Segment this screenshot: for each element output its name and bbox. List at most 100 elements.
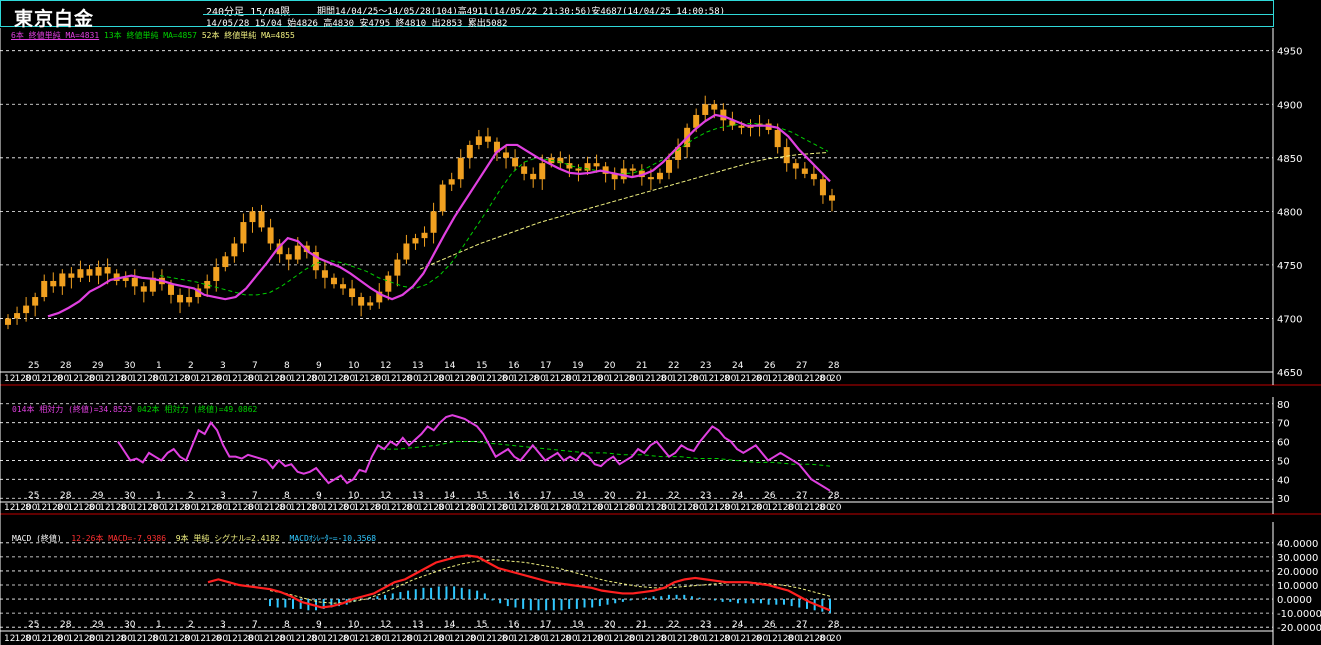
- candle-body: [575, 168, 582, 171]
- candle-body: [810, 173, 817, 180]
- hour-label: 8: [184, 634, 190, 644]
- hour-label: 20: [830, 503, 842, 513]
- candle-body: [23, 305, 30, 314]
- candle-body: [349, 288, 356, 298]
- candle-body: [294, 245, 301, 260]
- rsi42-line: [380, 441, 831, 467]
- rsi14-line: [117, 414, 831, 492]
- hour-label: 8: [184, 374, 190, 384]
- date-label: 12: [380, 361, 391, 371]
- price-legend: 6本 終値単純 MA=4831 13本 終値単純 MA=4857 52本 終値単…: [11, 30, 295, 41]
- hour-label: 8: [756, 374, 762, 384]
- candle-body: [539, 163, 546, 180]
- hour-label: 12: [481, 374, 492, 384]
- candle-body: [829, 195, 835, 201]
- date-label: 15: [476, 361, 487, 371]
- hour-label: 12: [385, 634, 396, 644]
- candle-body: [140, 286, 147, 292]
- hour-label: 1200: [650, 503, 673, 513]
- hour-label: 1200: [332, 634, 355, 644]
- hour-label: 1200: [142, 503, 165, 513]
- hour-label: 12: [671, 503, 682, 513]
- hour-label: 1200: [332, 374, 355, 384]
- hour-label: 8: [470, 503, 476, 513]
- hour-label: 12: [544, 374, 555, 384]
- ma13-line: [159, 123, 829, 296]
- candle-body: [675, 147, 682, 160]
- date-label: 7: [252, 361, 258, 371]
- candle-body: [729, 120, 736, 126]
- legend-macd: 12-26本 MACD=-7.9386: [71, 534, 167, 543]
- hour-label: 12: [703, 634, 714, 644]
- hour-label: 1200: [555, 634, 578, 644]
- hour-label: 8: [343, 503, 349, 513]
- candle-body: [638, 170, 645, 178]
- candle-body: [186, 297, 193, 303]
- date-label: 14: [444, 491, 456, 501]
- date-label: 28: [828, 361, 840, 371]
- date-label: 27: [796, 620, 807, 630]
- candle-body: [484, 136, 491, 142]
- hour-label: 8: [788, 503, 794, 513]
- hour-label: 12: [417, 503, 428, 513]
- hour-label: 1200: [205, 634, 228, 644]
- candle-body: [249, 211, 256, 223]
- hour-label: 8: [57, 634, 63, 644]
- hour-label: 12: [608, 374, 619, 384]
- date-label: 13: [412, 491, 423, 501]
- date-label: 8: [284, 620, 290, 630]
- hour-label: 1200: [491, 374, 514, 384]
- candle-body: [330, 277, 337, 285]
- hour-label: 12: [449, 503, 460, 513]
- date-label: 16: [508, 620, 520, 630]
- date-label: 29: [92, 491, 104, 501]
- hour-label: 1200: [809, 634, 832, 644]
- hour-label: 8: [152, 374, 158, 384]
- candle-body: [557, 157, 564, 164]
- hour-label: 12: [512, 503, 523, 513]
- hour-label: 8: [184, 503, 190, 513]
- hour-label: 12: [417, 634, 428, 644]
- hour-label: 12: [576, 503, 587, 513]
- date-label: 24: [732, 620, 744, 630]
- hour-label: 8: [661, 634, 667, 644]
- hour-label: 12: [131, 503, 142, 513]
- hour-label: 1200: [78, 634, 101, 644]
- hour-label: 1200: [396, 374, 419, 384]
- hour-label: 12: [226, 503, 237, 513]
- hour-label: 8: [629, 374, 635, 384]
- hour-label: 1200: [269, 374, 292, 384]
- legend-rsi14: 014本 相対力 (終値)=34.8523: [12, 405, 133, 414]
- hour-label: 1200: [714, 374, 737, 384]
- hour-label: 8: [311, 374, 317, 384]
- candle-body: [385, 275, 392, 292]
- hour-label: 1200: [78, 503, 101, 513]
- hour-label: 1200: [459, 374, 482, 384]
- date-label: 30: [124, 491, 136, 501]
- hour-label: 12: [258, 503, 269, 513]
- date-label: 9: [316, 491, 322, 501]
- candle-body: [611, 173, 618, 180]
- hour-label: 8: [724, 634, 730, 644]
- candle-body: [394, 259, 401, 276]
- date-label: 9: [316, 620, 322, 630]
- date-label: 22: [668, 620, 679, 630]
- macd-tick-label: 30.0000: [1277, 553, 1318, 564]
- candle-body: [720, 109, 727, 121]
- legend-rsi42: 042本 相対力 (終値)=49.0862: [137, 405, 258, 414]
- hour-label: 8: [661, 503, 667, 513]
- date-label: 28: [828, 620, 840, 630]
- date-label: 26: [764, 620, 776, 630]
- hour-label: 1200: [777, 503, 800, 513]
- hour-label: 8: [279, 634, 285, 644]
- hour-label: 1200: [15, 503, 38, 513]
- candle-body: [647, 177, 654, 180]
- hour-label: 8: [565, 503, 571, 513]
- date-label: 1: [156, 620, 162, 630]
- hour-label: 12: [226, 634, 237, 644]
- hour-label: 12: [703, 374, 714, 384]
- candle-body: [584, 163, 591, 171]
- hour-label: 8: [819, 634, 825, 644]
- hour-label: 8: [724, 503, 730, 513]
- legend-signal: 9本 単純 シグナル=2.4182: [175, 534, 280, 543]
